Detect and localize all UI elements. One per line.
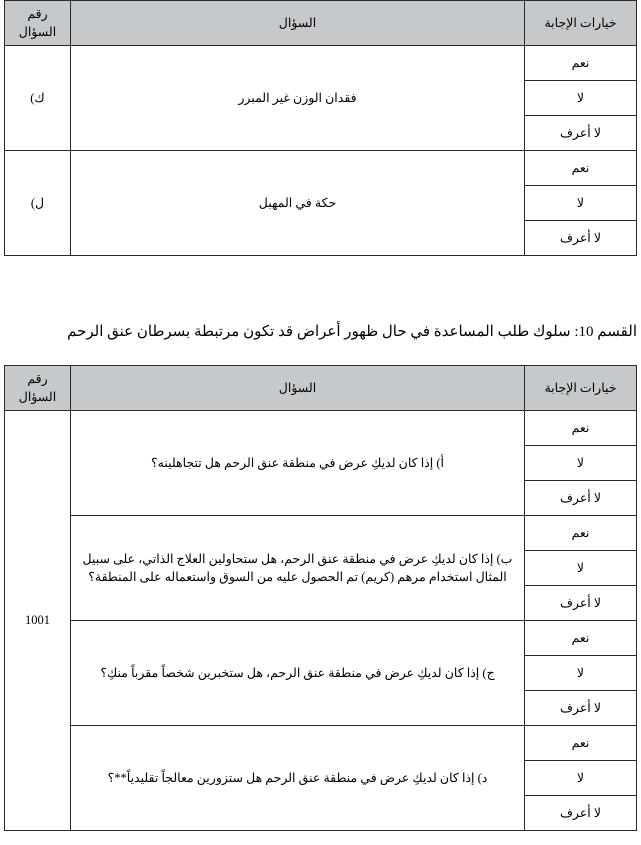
answer-option-cell[interactable]: لا [524, 550, 637, 586]
question-text-cell: أ) إذا كان لديكِ عرض في منطقة عنق الرحم … [70, 410, 525, 516]
table-row: نعم حكة في المهبل ل) [4, 150, 637, 256]
table-row: لا [5, 550, 637, 586]
vertical-spacer [0, 343, 641, 365]
answer-option-cell[interactable]: لا [524, 655, 637, 691]
question-text-cell: د) إذا كان لديكِ عرض في منطقة عنق الرحم … [70, 725, 525, 831]
question-text-cell: ب) إذا كان لديكِ عرض في منطقة عنق الرحم،… [70, 515, 525, 621]
header-question-number-line2: السؤال [18, 390, 57, 404]
question-number-cell: ك) [4, 45, 71, 151]
answer-option-cell[interactable]: لا أعرف [524, 115, 637, 151]
table-2-wrapper: خيارات الإجابة السؤال رقم السؤال نعم أ) … [0, 365, 641, 831]
header-answer-options: خيارات الإجابة [524, 365, 637, 411]
help-seeking-table: خيارات الإجابة السؤال رقم السؤال نعم أ) … [4, 365, 637, 831]
answer-option-cell[interactable]: لا [524, 760, 637, 796]
header-question-number: رقم السؤال [4, 365, 71, 411]
answer-option-cell[interactable]: لا [524, 80, 637, 116]
answer-option-cell[interactable]: نعم [524, 150, 637, 186]
header-question-number-line1: رقم [27, 371, 48, 386]
answer-option-cell[interactable]: لا أعرف [524, 690, 637, 726]
table-row: نعم ب) إذا كان لديكِ عرض في منطقة عنق ال… [5, 515, 637, 621]
header-question-number: رقم السؤال [4, 0, 71, 46]
table-row: نعم أ) إذا كان لديكِ عرض في منطقة عنق ال… [4, 410, 637, 831]
answer-option-cell[interactable]: نعم [524, 725, 637, 761]
header-question: السؤال [70, 365, 525, 411]
answer-option-cell[interactable]: نعم [524, 620, 637, 656]
table-1-header: خيارات الإجابة السؤال رقم السؤال [4, 0, 637, 46]
answer-option-cell[interactable]: لا أعرف [524, 585, 637, 621]
table-row: لا أعرف [5, 220, 637, 256]
answer-option-cell[interactable]: لا أعرف [524, 795, 637, 831]
symptoms-table: خيارات الإجابة السؤال رقم السؤال نعم فقد… [4, 0, 637, 256]
header-question-number-line1: رقم [27, 6, 48, 21]
table-row: لا [5, 760, 637, 796]
table-row: نعم د) إذا كان لديكِ عرض في منطقة عنق ال… [5, 725, 637, 831]
vertical-spacer [0, 256, 641, 322]
table-row: لا [5, 445, 637, 481]
question-number-cell: ل) [4, 150, 71, 256]
answer-option-cell[interactable]: نعم [524, 515, 637, 551]
table-row: لا أعرف [5, 585, 637, 621]
question-text-cell: حكة في المهبل [70, 150, 525, 256]
section-10-heading: القسم 10: سلوك طلب المساعدة في حال ظهور … [67, 324, 637, 340]
answer-option-cell[interactable]: نعم [524, 45, 637, 81]
answer-option-cell[interactable]: لا أعرف [524, 220, 637, 256]
answer-option-cell[interactable]: لا أعرف [524, 480, 637, 516]
answer-option-cell[interactable]: لا [524, 185, 637, 221]
question-text-cell: فقدان الوزن غير المبرر [70, 45, 525, 151]
question-group-number-cell: 1001 [4, 410, 71, 831]
question-text-cell: ج) إذا كان لديكِ عرض في منطقة عنق الرحم،… [70, 620, 525, 726]
header-question: السؤال [70, 0, 525, 46]
header-answer-options: خيارات الإجابة [524, 0, 637, 46]
table-row: لا [5, 185, 637, 221]
table-1-body: نعم فقدان الوزن غير المبرر ك) لا لا أعرف… [4, 45, 637, 256]
table-1-wrapper: خيارات الإجابة السؤال رقم السؤال نعم فقد… [0, 0, 641, 256]
table-row: لا أعرف [5, 480, 637, 516]
header-question-number-line2: السؤال [18, 25, 57, 39]
table-2-header: خيارات الإجابة السؤال رقم السؤال [4, 365, 637, 411]
answer-option-cell[interactable]: لا [524, 445, 637, 481]
table-2-body: نعم أ) إذا كان لديكِ عرض في منطقة عنق ال… [4, 410, 637, 831]
table-row: نعم ج) إذا كان لديكِ عرض في منطقة عنق ال… [5, 620, 637, 726]
table-header-row: خيارات الإجابة السؤال رقم السؤال [4, 365, 637, 411]
table-row: لا [5, 655, 637, 691]
table-row: لا أعرف [5, 795, 637, 831]
table-header-row: خيارات الإجابة السؤال رقم السؤال [4, 0, 637, 46]
answer-option-cell[interactable]: نعم [524, 410, 637, 446]
table-row: نعم فقدان الوزن غير المبرر ك) [4, 45, 637, 151]
